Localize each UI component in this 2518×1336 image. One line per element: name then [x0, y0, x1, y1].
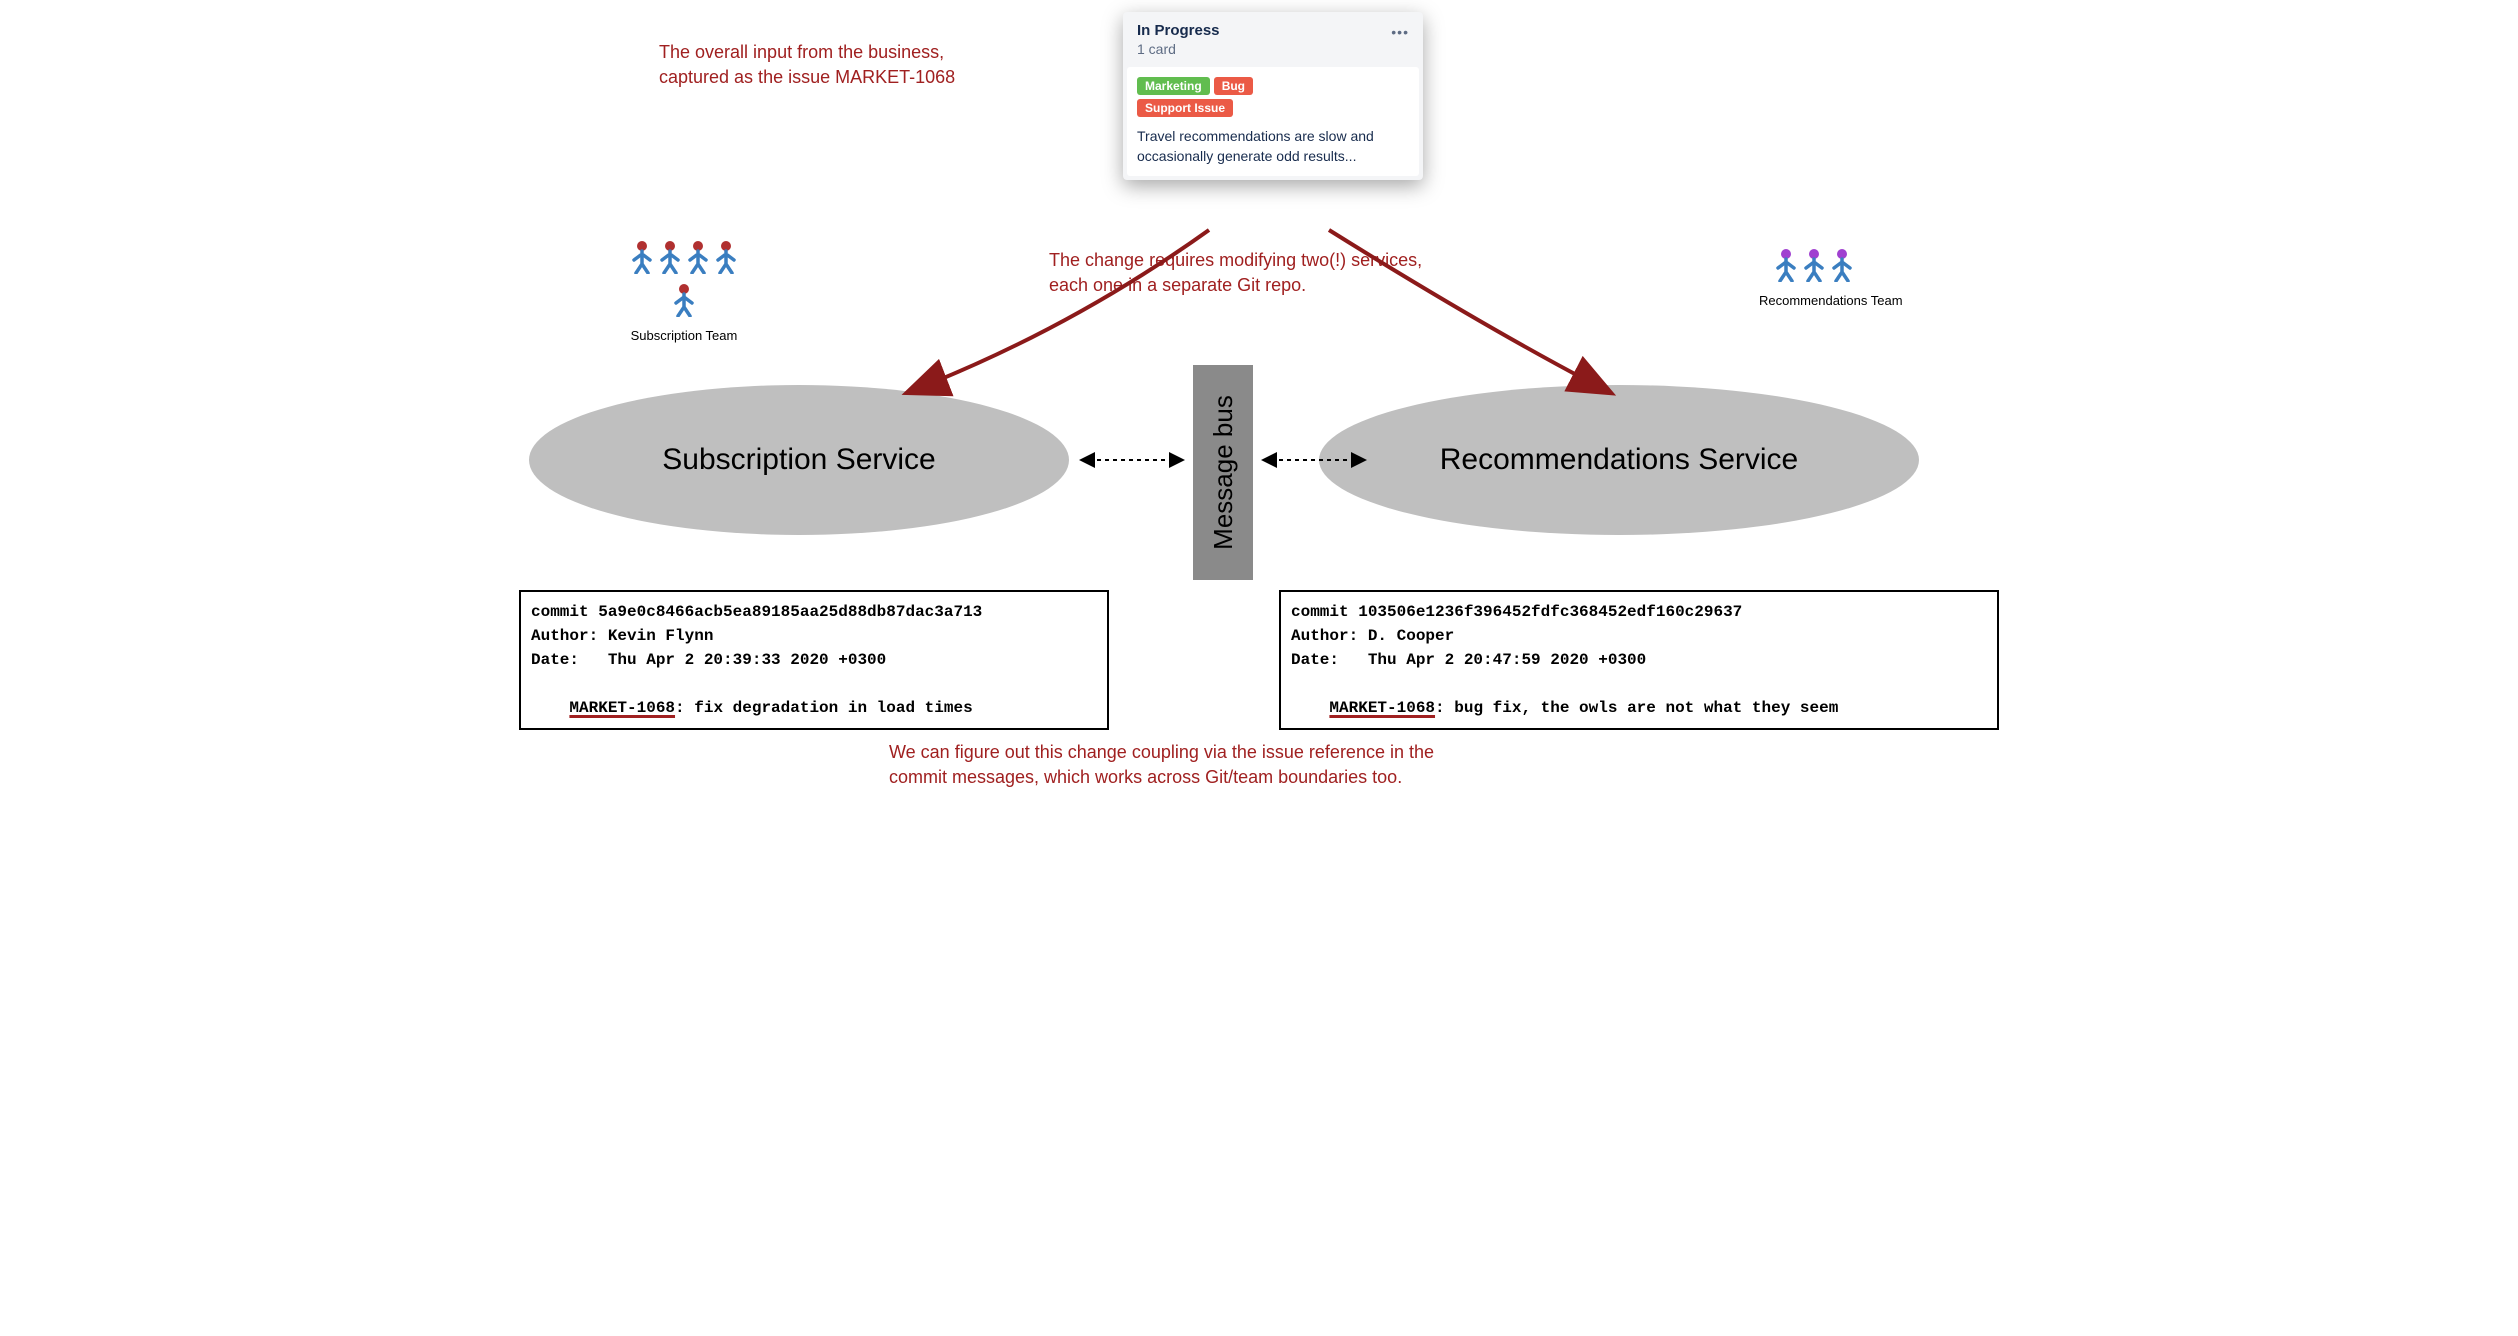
person-icon	[630, 240, 654, 279]
annotation-top_left: The overall input from the business, cap…	[659, 40, 955, 90]
team-label: Subscription Team	[629, 328, 739, 343]
kanban-card-text: Travel recommendations are slow and occa…	[1137, 127, 1409, 166]
badge-bug: Bug	[1214, 77, 1253, 95]
kanban-column-title: In Progress	[1137, 22, 1409, 39]
kanban-count: 1 card	[1137, 41, 1409, 57]
team-left: Subscription Team	[629, 240, 739, 343]
commit-box-right: commit 103506e1236f396452fdfc368452edf16…	[1279, 590, 1999, 730]
person-icon	[714, 240, 738, 279]
team-right: Recommendations Team	[1759, 248, 1903, 308]
issue-ref: MARKET-1068	[1329, 699, 1435, 717]
person-icon	[1830, 248, 1854, 287]
person-icon	[672, 283, 696, 322]
commit-box-left: commit 5a9e0c8466acb5ea89185aa25d88db87d…	[519, 590, 1109, 730]
badge-marketing: Marketing	[1137, 77, 1210, 95]
person-icon	[1802, 248, 1826, 287]
person-icon	[1774, 248, 1798, 287]
service-right: Recommendations Service	[1319, 385, 1919, 535]
person-icon	[686, 240, 710, 279]
badge-support-issue: Support Issue	[1137, 99, 1233, 117]
kanban-column: In Progress 1 card••• MarketingBug Support …	[1123, 12, 1423, 180]
person-icon	[658, 240, 682, 279]
more-icon[interactable]: •••	[1391, 24, 1409, 40]
kanban-card[interactable]: MarketingBug Support Issue Travel recommen…	[1127, 67, 1419, 176]
issue-ref: MARKET-1068	[569, 699, 675, 717]
service-left: Subscription Service	[529, 385, 1069, 535]
annotation-middle: The change requires modifying two(!) ser…	[1049, 248, 1422, 298]
message-bus: Message bus	[1193, 365, 1253, 580]
annotation-bottom: We can figure out this change coupling v…	[889, 740, 1434, 790]
team-label: Recommendations Team	[1759, 293, 1903, 308]
